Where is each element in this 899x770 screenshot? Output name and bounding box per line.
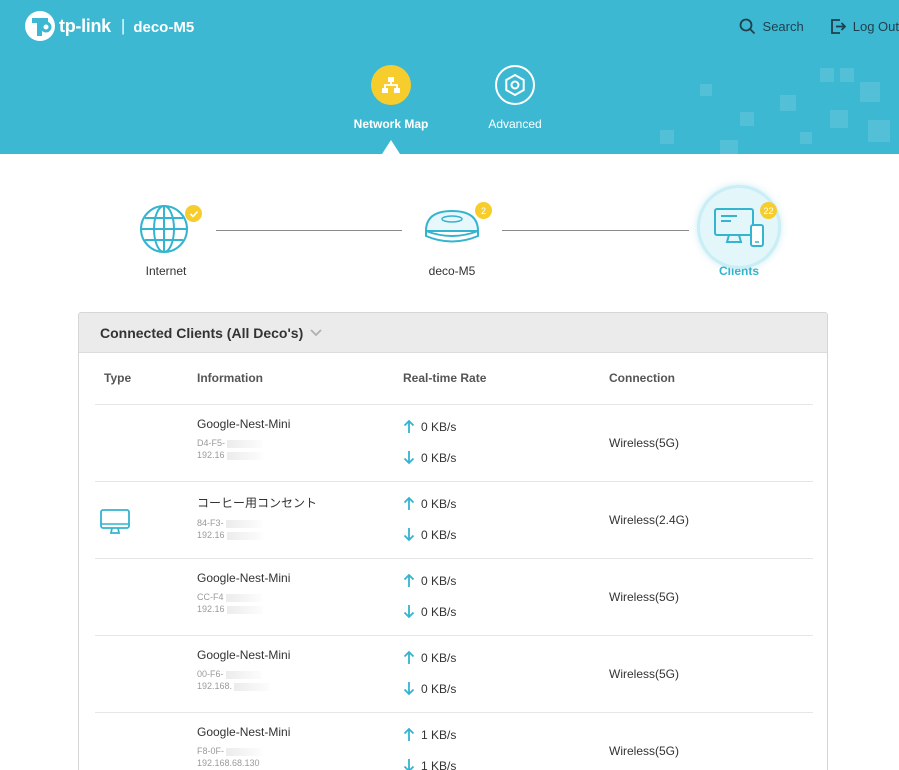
computer-icon bbox=[100, 508, 130, 541]
search-button[interactable]: Search bbox=[739, 18, 804, 35]
tab-advanced[interactable]: Advanced bbox=[455, 65, 575, 131]
table-row[interactable]: Google-Nest-Mini 00-F6- 192.168. 0 KB/s … bbox=[95, 635, 813, 712]
globe-icon bbox=[140, 205, 188, 253]
clients-label: Clients bbox=[718, 264, 759, 278]
client-mac: 84-F3- bbox=[197, 518, 224, 528]
upload-rate: 0 KB/s bbox=[421, 496, 457, 511]
topology-node-deco[interactable]: 2 deco-M5 bbox=[392, 188, 512, 278]
internet-label: Internet bbox=[145, 264, 187, 278]
upload-arrow-icon bbox=[403, 496, 415, 510]
clients-devices-icon bbox=[714, 208, 764, 247]
column-information: Information bbox=[197, 371, 263, 385]
upload-rate: 0 KB/s bbox=[421, 419, 457, 434]
brand-separator: | bbox=[120, 16, 126, 35]
upload-arrow-icon bbox=[403, 419, 415, 433]
active-tab-indicator bbox=[382, 140, 400, 154]
tab-network-map-label: Network Map bbox=[353, 117, 429, 131]
topology-link-deco-clients bbox=[502, 230, 689, 231]
table-row[interactable]: コーヒー用コンセント 84-F3- 192.16 0 KB/s 0 KB/s W… bbox=[95, 481, 813, 558]
column-connection: Connection bbox=[609, 371, 675, 385]
tab-network-map[interactable]: Network Map bbox=[331, 65, 451, 131]
tab-advanced-label: Advanced bbox=[488, 117, 542, 131]
upload-rate: 1 KB/s bbox=[421, 727, 457, 742]
download-rate: 0 KB/s bbox=[421, 681, 457, 696]
client-ip: 192.16 bbox=[197, 530, 225, 540]
deco-router-icon bbox=[424, 209, 480, 243]
chevron-down-icon bbox=[310, 328, 322, 336]
clients-count-badge: 22 bbox=[760, 202, 777, 219]
topology-link-internet-deco bbox=[216, 230, 402, 231]
search-label: Search bbox=[762, 19, 804, 34]
network-topology: Internet 2 deco-M5 bbox=[0, 188, 899, 288]
download-arrow-icon bbox=[403, 528, 415, 542]
logo: tp-link | deco-M5 bbox=[24, 10, 194, 42]
advanced-settings-icon bbox=[495, 65, 535, 105]
download-arrow-icon bbox=[403, 605, 415, 619]
connected-clients-panel: Connected Clients (All Deco's) Type Info… bbox=[78, 312, 828, 770]
client-mac: D4-F5- bbox=[197, 438, 226, 448]
client-mac: CC-F4 bbox=[197, 592, 224, 602]
connection-type: Wireless(5G) bbox=[609, 667, 680, 681]
logout-icon bbox=[830, 19, 846, 34]
deco-count-badge: 2 bbox=[475, 202, 492, 219]
internet-connected-check-icon bbox=[185, 205, 202, 222]
upload-arrow-icon bbox=[403, 727, 415, 741]
table-row[interactable]: Google-Nest-Mini D4-F5- 192.16 0 KB/s 0 … bbox=[95, 404, 813, 481]
client-list: Google-Nest-Mini D4-F5- 192.16 0 KB/s 0 … bbox=[95, 404, 813, 770]
download-rate: 0 KB/s bbox=[421, 450, 457, 465]
upload-arrow-icon bbox=[403, 650, 415, 664]
client-name: Google-Nest-Mini bbox=[197, 417, 291, 431]
connection-type: Wireless(5G) bbox=[609, 744, 680, 758]
deco-filter-dropdown[interactable]: Connected Clients (All Deco's) bbox=[79, 313, 827, 353]
logout-label: Log Out bbox=[852, 19, 899, 34]
download-rate: 0 KB/s bbox=[421, 604, 457, 619]
client-ip: 192.168. bbox=[197, 681, 233, 691]
tp-link-logo-icon bbox=[24, 10, 56, 42]
panel-title: Connected Clients (All Deco's) bbox=[100, 324, 304, 341]
upload-rate: 0 KB/s bbox=[421, 650, 457, 665]
table-row[interactable]: Google-Nest-Mini CC-F4 192.16 0 KB/s 0 K… bbox=[95, 558, 813, 635]
client-mac: F8-0F- bbox=[197, 746, 224, 756]
logout-button[interactable]: Log Out bbox=[830, 18, 899, 35]
download-arrow-icon bbox=[403, 682, 415, 696]
column-type: Type bbox=[104, 371, 132, 385]
download-arrow-icon bbox=[403, 451, 415, 465]
connection-type: Wireless(2.4G) bbox=[609, 513, 690, 527]
topology-node-clients[interactable]: 22 Clients bbox=[679, 188, 799, 278]
upload-rate: 0 KB/s bbox=[421, 573, 457, 588]
client-name: Google-Nest-Mini bbox=[197, 571, 291, 585]
download-rate: 0 KB/s bbox=[421, 527, 457, 542]
deco-label: deco-M5 bbox=[428, 264, 476, 278]
client-name: Google-Nest-Mini bbox=[197, 725, 291, 739]
download-rate: 1 KB/s bbox=[421, 758, 457, 770]
connection-type: Wireless(5G) bbox=[609, 436, 680, 450]
column-rate: Real-time Rate bbox=[403, 371, 487, 385]
network-map-icon bbox=[371, 65, 411, 105]
download-arrow-icon bbox=[403, 759, 415, 770]
search-icon bbox=[739, 18, 755, 35]
topology-node-internet[interactable]: Internet bbox=[106, 188, 226, 278]
upload-arrow-icon bbox=[403, 573, 415, 587]
client-name: コーヒー用コンセント bbox=[197, 496, 318, 510]
connection-type: Wireless(5G) bbox=[609, 590, 680, 604]
client-ip: 192.16 bbox=[197, 450, 225, 460]
table-row[interactable]: Google-Nest-Mini F8-0F- 192.168.68.130 1… bbox=[95, 712, 813, 770]
client-ip: 192.16 bbox=[197, 604, 225, 614]
brand-name: tp-link bbox=[59, 15, 111, 36]
client-ip: 192.168.68.130 bbox=[197, 758, 260, 768]
client-name: Google-Nest-Mini bbox=[197, 648, 291, 662]
top-header: tp-link | deco-M5 Search Log Out bbox=[0, 0, 899, 154]
client-mac: 00-F6- bbox=[197, 669, 224, 679]
device-model: deco-M5 bbox=[133, 19, 195, 36]
